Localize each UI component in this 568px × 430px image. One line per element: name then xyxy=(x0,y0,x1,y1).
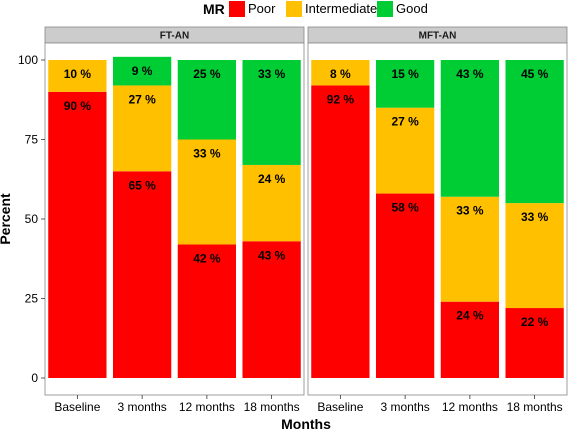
panel-title: MFT-AN xyxy=(419,31,457,42)
y-tick-label: 75 xyxy=(25,133,39,147)
data-label-intermediate: 27 % xyxy=(391,115,419,129)
legend-swatch-poor xyxy=(229,1,245,17)
data-label-good: 33 % xyxy=(258,67,286,81)
bar-segment-intermediate xyxy=(112,85,172,172)
panel-title: FT-AN xyxy=(160,31,189,42)
y-tick-label: 50 xyxy=(25,212,39,226)
y-axis-title: Percent xyxy=(0,193,13,245)
bar-segment-intermediate xyxy=(177,139,237,245)
x-tick-label: 12 months xyxy=(442,400,498,414)
bar-segment-poor xyxy=(505,308,564,378)
data-label-good: 43 % xyxy=(456,67,484,81)
bar-segment-poor xyxy=(440,301,500,378)
x-tick-label: Baseline xyxy=(54,400,100,414)
data-label-good: 15 % xyxy=(391,67,419,81)
x-axis-title: Months xyxy=(281,416,331,430)
data-label-intermediate: 27 % xyxy=(128,92,156,106)
x-tick-label: 12 months xyxy=(179,400,235,414)
x-tick-label: Baseline xyxy=(317,400,363,414)
bar-segment-good xyxy=(177,60,237,140)
x-tick-label: 18 months xyxy=(244,400,300,414)
bar-segment-intermediate xyxy=(375,107,435,194)
data-label-intermediate: 33 % xyxy=(193,147,221,161)
data-label-poor: 43 % xyxy=(258,248,286,262)
x-tick-label: 3 months xyxy=(380,400,429,414)
data-label-intermediate: 10 % xyxy=(64,67,92,81)
panel-ft-an: FT-AN 90 % 10 % Baseline 65 % 27 % 9 % 3 month… xyxy=(44,26,305,414)
legend-swatch-good xyxy=(377,1,393,17)
y-tick-label: 0 xyxy=(31,371,38,385)
bar-segment-good xyxy=(112,56,172,86)
data-label-poor: 24 % xyxy=(456,309,484,323)
bar-segment-poor xyxy=(48,91,107,379)
bar-segment-intermediate xyxy=(440,196,500,302)
bar-segment-poor xyxy=(311,85,370,378)
bar-segment-intermediate xyxy=(242,164,301,242)
data-label-poor: 22 % xyxy=(521,315,549,329)
data-label-poor: 58 % xyxy=(391,201,419,215)
y-tick-label: 25 xyxy=(25,292,39,306)
data-label-intermediate: 33 % xyxy=(521,210,549,224)
bar-segment-good xyxy=(375,60,435,108)
bar-segment-poor xyxy=(177,244,237,378)
bar-segment-intermediate xyxy=(505,203,564,309)
y-axis: 0 25 50 75 100 xyxy=(18,53,45,385)
legend-label-good: Good xyxy=(396,1,428,16)
y-tick-label: 100 xyxy=(18,53,38,67)
legend-label-intermediate: Intermediate xyxy=(305,1,377,16)
data-label-poor: 42 % xyxy=(193,251,221,265)
bar-segment-poor xyxy=(375,193,435,378)
data-label-good: 25 % xyxy=(193,67,221,81)
data-label-good: 45 % xyxy=(521,67,549,81)
bar-segment-poor xyxy=(112,171,172,378)
bar-segment-good xyxy=(440,60,500,197)
bar-segment-poor xyxy=(242,241,301,378)
legend-title: MR xyxy=(203,1,225,17)
x-tick-label: 3 months xyxy=(117,400,166,414)
legend-label-poor: Poor xyxy=(248,1,276,16)
data-label-poor: 65 % xyxy=(128,178,156,192)
data-label-intermediate: 24 % xyxy=(258,172,286,186)
data-label-poor: 90 % xyxy=(64,99,92,113)
data-label-intermediate: 8 % xyxy=(330,67,351,81)
bar-segment-good xyxy=(242,60,301,165)
data-label-good: 9 % xyxy=(132,64,153,78)
data-label-poor: 92 % xyxy=(327,92,355,106)
panel-mft-an: MFT-AN 92 % 8 % Baseline 58 % 27 % 15 % 3 mont… xyxy=(307,26,568,414)
bar-segment-intermediate xyxy=(311,60,370,86)
legend-swatch-intermediate xyxy=(286,1,302,17)
legend: MR Poor Intermediate Good xyxy=(203,1,428,17)
data-label-intermediate: 33 % xyxy=(456,204,484,218)
bar-segment-intermediate xyxy=(48,60,107,92)
bar-segment-good xyxy=(505,60,564,204)
x-tick-label: 18 months xyxy=(507,400,563,414)
